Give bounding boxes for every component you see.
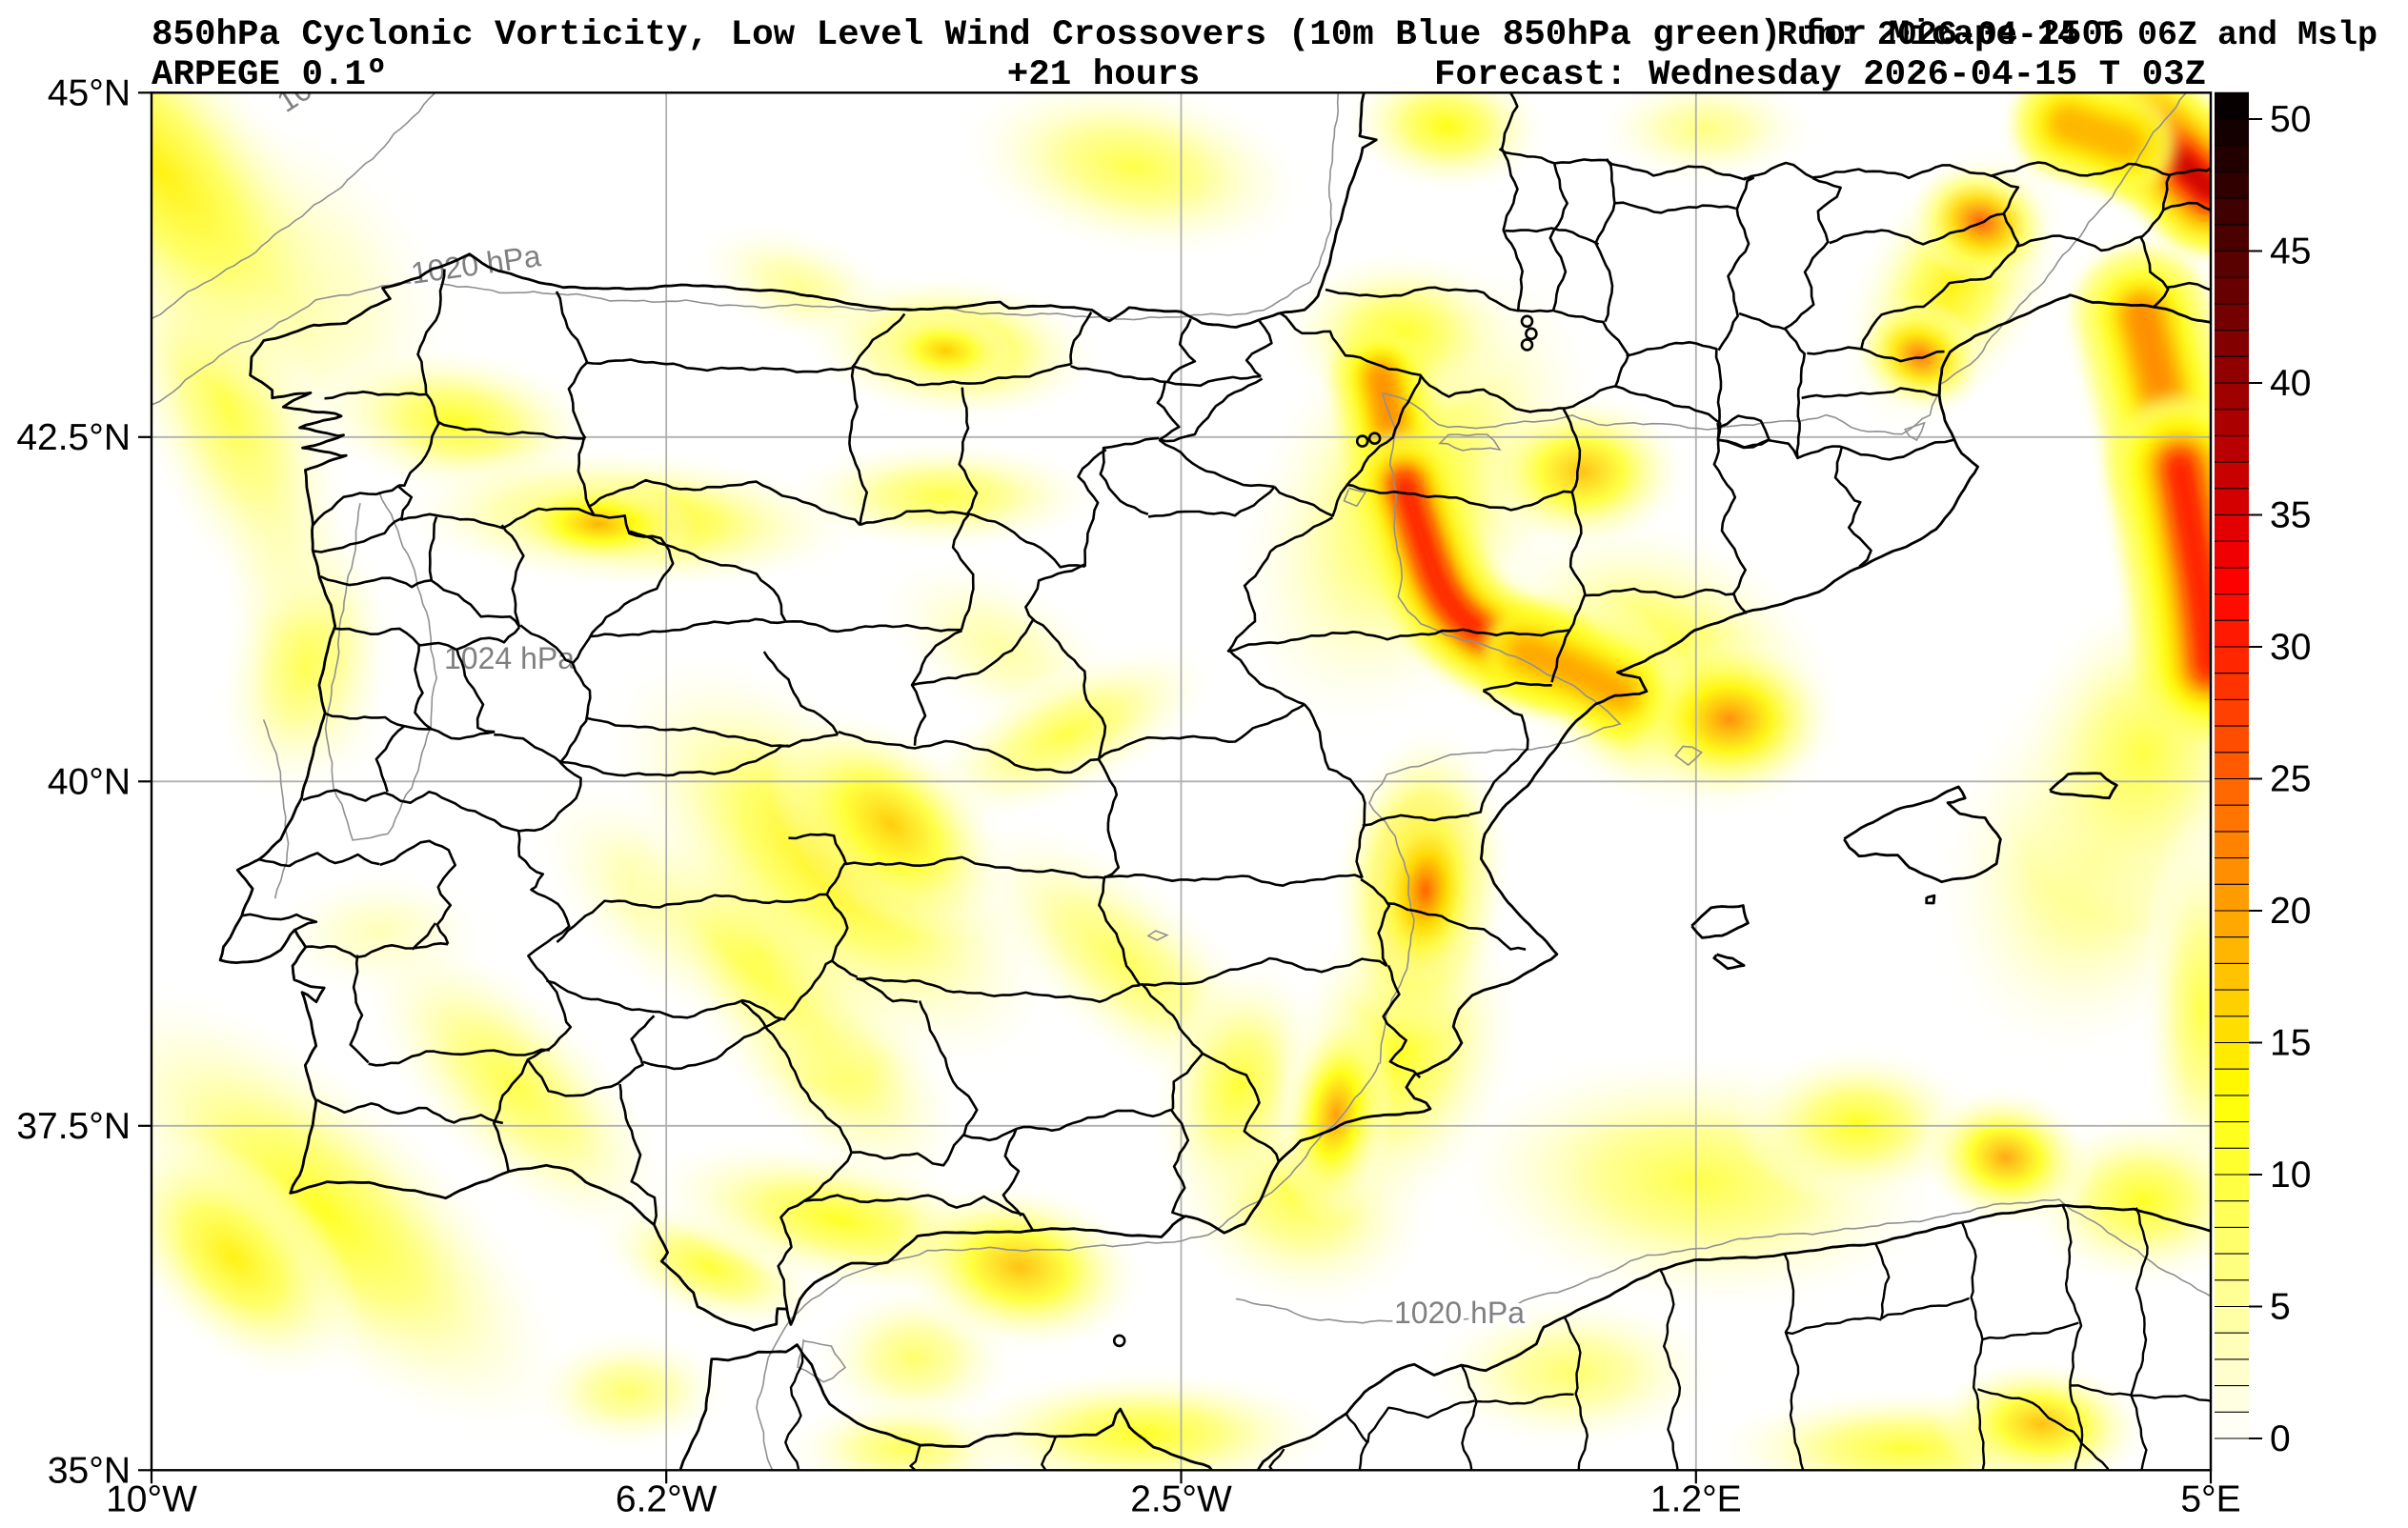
- svg-text:10: 10: [2270, 1155, 2311, 1196]
- svg-text:850hPa Cyclonic Vorticity, Low: 850hPa Cyclonic Vorticity, Low Level Win…: [152, 15, 2124, 55]
- svg-text:20: 20: [2270, 891, 2311, 932]
- svg-text:15: 15: [2270, 1023, 2311, 1064]
- svg-text:2.5°W: 2.5°W: [1130, 1478, 1232, 1519]
- svg-text:+21 hours: +21 hours: [1007, 55, 1201, 95]
- svg-text:45: 45: [2270, 231, 2311, 272]
- svg-text:50: 50: [2270, 99, 2311, 140]
- svg-text:1020 hPa: 1020 hPa: [1394, 1296, 1525, 1330]
- svg-text:25: 25: [2270, 759, 2311, 800]
- svg-text:10°W: 10°W: [106, 1478, 197, 1519]
- svg-text:5: 5: [2270, 1287, 2291, 1328]
- svg-text:0: 0: [2270, 1418, 2291, 1459]
- svg-text:35: 35: [2270, 495, 2311, 536]
- svg-text:ARPEGE 0.1º: ARPEGE 0.1º: [152, 55, 388, 95]
- svg-text:35°N: 35°N: [48, 1450, 131, 1491]
- svg-text:30: 30: [2270, 627, 2311, 668]
- svg-text:40°N: 40°N: [48, 761, 131, 802]
- svg-text:40: 40: [2270, 363, 2311, 404]
- svg-text:Forecast: Wednesday 2026-04-15: Forecast: Wednesday 2026-04-15 T 03Z: [1434, 55, 2206, 95]
- svg-text:37.5°N: 37.5°N: [16, 1106, 131, 1147]
- svg-text:6.2°W: 6.2°W: [616, 1478, 718, 1519]
- svg-text:1.2°E: 1.2°E: [1650, 1478, 1742, 1519]
- svg-text:5°E: 5°E: [2180, 1478, 2240, 1519]
- svg-text:45°N: 45°N: [48, 72, 131, 113]
- svg-text:42.5°N: 42.5°N: [16, 417, 131, 458]
- svg-text:Run: 2026-04-14 T 06Z and Mslp: Run: 2026-04-14 T 06Z and Mslp: [1777, 16, 2378, 54]
